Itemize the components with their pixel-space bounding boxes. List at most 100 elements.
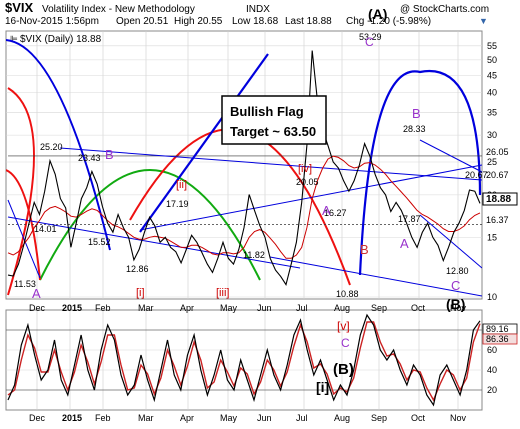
y-tick-label: 30 bbox=[487, 130, 497, 140]
price-value-label: 20.05 bbox=[296, 177, 319, 187]
osc-y-tick-label: 60 bbox=[487, 345, 497, 355]
wave-label: [iii] bbox=[216, 287, 229, 299]
x-tick-label: Oct bbox=[411, 303, 426, 313]
x-tick-label: Jul bbox=[296, 413, 308, 423]
y-tick-label: 45 bbox=[487, 70, 497, 80]
price-value-label: 20.67 bbox=[465, 170, 488, 180]
price-value-label: 17.19 bbox=[166, 199, 189, 209]
wave-label: B bbox=[412, 106, 421, 121]
x-tick-label: Dec bbox=[29, 303, 46, 313]
x-tick-label: Aug bbox=[334, 413, 350, 423]
x-tick-label: Jul bbox=[296, 303, 308, 313]
x-tick-label: Feb bbox=[95, 413, 111, 423]
green-cycle-arc bbox=[39, 169, 261, 281]
level-tag: 16.37 bbox=[486, 215, 509, 225]
change-value: Chg -1.20 (-5.98%) bbox=[346, 16, 431, 27]
x-tick-label: Nov bbox=[450, 413, 467, 423]
x-tick-label: Oct bbox=[411, 413, 426, 423]
wave-label: B bbox=[360, 242, 369, 257]
wave-label: A bbox=[400, 236, 409, 251]
x-tick-label: 2015 bbox=[62, 303, 82, 313]
x-tick-label: May bbox=[220, 413, 238, 423]
x-tick-label: Nov bbox=[450, 303, 467, 313]
oscillator-fast-line bbox=[7, 313, 481, 407]
legend-icon: ⊫ bbox=[10, 34, 18, 44]
last-price-tag-text: 18.88 bbox=[486, 194, 511, 205]
exchange-label: INDX bbox=[246, 4, 270, 15]
blue-cycle-arc bbox=[358, 69, 482, 276]
y-tick-label: 50 bbox=[487, 55, 497, 65]
osc-wave-label: C bbox=[341, 336, 350, 350]
x-tick-label: May bbox=[220, 303, 238, 313]
wave-label: B bbox=[105, 147, 114, 162]
osc-y-tick-label: 20 bbox=[487, 385, 497, 395]
wave-label: C bbox=[451, 278, 460, 293]
x-tick-label: Mar bbox=[138, 413, 154, 423]
date-time: 16-Nov-2015 1:56pm bbox=[5, 16, 99, 27]
trendline-upper bbox=[59, 147, 482, 181]
trendline-left bbox=[7, 199, 41, 279]
trendline-floor bbox=[269, 256, 482, 297]
y-tick-label: 25 bbox=[487, 157, 497, 167]
open-value: Open 20.51 bbox=[116, 16, 169, 27]
x-tick-label: Feb bbox=[95, 303, 111, 313]
osc-wave-label: (B) bbox=[333, 361, 354, 378]
high-value: High 20.55 bbox=[174, 16, 223, 27]
price-value-label: 15.52 bbox=[88, 237, 111, 247]
wave-label: [ii] bbox=[176, 179, 187, 191]
last-value: Last 18.88 bbox=[285, 16, 332, 27]
price-value-label: 53.29 bbox=[359, 32, 382, 42]
wave-label: C bbox=[365, 35, 374, 49]
price-value-label: 12.80 bbox=[446, 266, 469, 276]
x-tick-label: Mar bbox=[138, 303, 154, 313]
osc-wave-label: [v] bbox=[337, 319, 350, 333]
x-tick-label: Aug bbox=[334, 303, 350, 313]
level-tag: 26.05 bbox=[486, 147, 509, 157]
y-tick-label: 35 bbox=[487, 107, 497, 117]
wave-label: (B) bbox=[446, 296, 465, 312]
index-name: Volatility Index - New Methodology bbox=[42, 4, 195, 15]
flag-upper-line bbox=[419, 139, 482, 173]
wave-label: (A) bbox=[368, 6, 387, 22]
price-value-label: 16.27 bbox=[324, 208, 347, 218]
osc-tag-text: 89.16 bbox=[486, 324, 509, 334]
trendline-lower bbox=[7, 216, 301, 269]
osc-y-tick-label: 40 bbox=[487, 365, 497, 375]
y-tick-label: 40 bbox=[487, 88, 497, 98]
blue-cycle-arc-left bbox=[6, 39, 111, 251]
watermark: @ StockCharts.com bbox=[400, 4, 489, 15]
y-tick-label: 10 bbox=[487, 292, 497, 302]
low-value: Low 18.68 bbox=[232, 16, 279, 27]
price-value-label: 12.86 bbox=[126, 264, 149, 274]
x-tick-label: 2015 bbox=[62, 413, 82, 423]
osc-tag-text: 86.36 bbox=[486, 334, 509, 344]
last-price-tag bbox=[482, 192, 518, 206]
dropdown-arrow-icon[interactable]: ▼ bbox=[479, 16, 488, 26]
price-value-label: 11.82 bbox=[243, 250, 265, 260]
level-tag: 20.67 bbox=[486, 170, 509, 180]
symbol-title: $VIX bbox=[5, 0, 34, 15]
x-tick-label: Jun bbox=[257, 303, 272, 313]
wave-label: [i] bbox=[316, 379, 329, 395]
y-tick-label: 55 bbox=[487, 41, 497, 51]
annotation-line2: Target ~ 63.50 bbox=[230, 124, 316, 139]
vix-price-line bbox=[7, 50, 481, 286]
x-tick-label: Apr bbox=[180, 413, 194, 423]
wave-label: A bbox=[32, 286, 41, 301]
y-tick-label: 15 bbox=[487, 232, 497, 242]
price-value-label: 23.43 bbox=[78, 153, 101, 163]
price-value-label: 10.88 bbox=[336, 289, 359, 299]
legend-label: $VIX (Daily) 18.88 bbox=[20, 34, 102, 45]
trendline-channel bbox=[139, 164, 482, 231]
x-tick-label: Sep bbox=[371, 303, 387, 313]
osc-tag bbox=[482, 333, 518, 345]
price-value-label: 25.20 bbox=[40, 142, 63, 152]
annotation-line1: Bullish Flag bbox=[230, 104, 304, 119]
wave-label: [iv] bbox=[298, 163, 312, 175]
price-value-label: 28.33 bbox=[403, 124, 426, 134]
annotation-box bbox=[221, 95, 327, 145]
x-tick-label: Sep bbox=[371, 413, 387, 423]
x-tick-label: Dec bbox=[29, 413, 46, 423]
red-cycle-arc-left2 bbox=[6, 169, 41, 281]
